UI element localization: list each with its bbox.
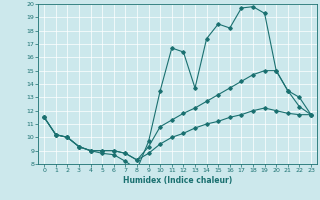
X-axis label: Humidex (Indice chaleur): Humidex (Indice chaleur) [123, 176, 232, 185]
